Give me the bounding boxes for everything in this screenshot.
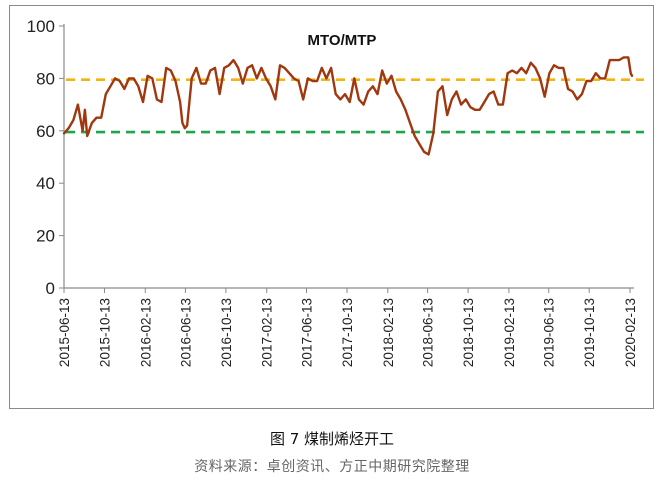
x-tick-label: 2018-02-13 <box>381 298 396 367</box>
y-axis-ticks: 0 20 40 60 80 100 <box>27 17 64 298</box>
y-tick-label: 80 <box>36 69 55 88</box>
axes <box>63 24 634 289</box>
y-tick-label: 20 <box>36 227 55 246</box>
x-tick-label: 2017-02-13 <box>260 298 275 367</box>
x-tick-label: 2018-10-13 <box>461 298 476 367</box>
x-tick-label: 2018-06-13 <box>421 298 436 367</box>
x-tick-label: 2019-06-13 <box>542 298 557 367</box>
x-tick-label: 2019-02-13 <box>502 298 517 367</box>
mto-mtp-line-chart: 0 20 40 60 80 100 2015-06-13 2015-10-13 2016-02… <box>27 17 644 367</box>
x-tick-label: 2016-02-13 <box>138 298 153 367</box>
y-tick-label: 0 <box>46 279 55 298</box>
x-tick-label: 2017-06-13 <box>300 298 315 367</box>
x-axis-ticks: 2015-06-13 2015-10-13 2016-02-13 2016-06-13… <box>57 288 638 367</box>
chart-frame: 0 20 40 60 80 100 2015-06-13 2015-10-13 2016-02… <box>9 5 654 409</box>
series-layer <box>62 56 634 156</box>
y-tick-label: 60 <box>36 122 55 141</box>
figure-source: 资料来源：卓创资讯、方正中期研究院整理 <box>194 459 470 475</box>
figure-caption: 图 7 煤制烯烃开工 <box>269 430 395 448</box>
x-tick-label: 2017-10-13 <box>340 298 355 367</box>
x-tick-label: 2016-10-13 <box>219 298 234 367</box>
reference-lines <box>66 78 644 134</box>
y-tick-label: 40 <box>36 174 55 193</box>
x-tick-label: 2016-06-13 <box>178 298 193 367</box>
series-line <box>62 56 634 156</box>
x-tick-label: 2019-10-13 <box>582 298 597 367</box>
chart-title: MTO/MTP <box>308 32 377 49</box>
x-tick-label: 2015-06-13 <box>57 298 72 367</box>
x-tick-label: 2015-10-13 <box>97 298 112 367</box>
y-tick-label: 100 <box>27 17 55 36</box>
x-tick-label: 2020-02-13 <box>623 298 638 367</box>
